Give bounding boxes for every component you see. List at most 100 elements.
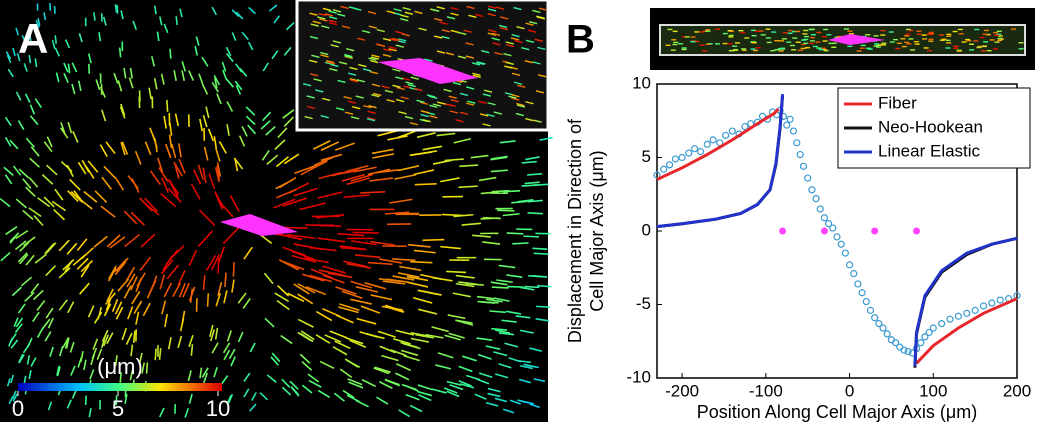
arrow: [208, 293, 209, 307]
cell-marker: [779, 228, 786, 235]
data-point: [880, 325, 886, 331]
x-tick-label: 100: [919, 381, 947, 400]
arrow: [415, 184, 437, 185]
y-tick-label: -10: [626, 367, 651, 386]
y-axis-label: Displacement in Direction of: [565, 118, 585, 343]
arrow: [422, 240, 444, 241]
data-point: [698, 149, 704, 155]
arrow: [481, 302, 498, 303]
cell-marker: [821, 228, 828, 235]
x-axis-label: Position Along Cell Major Axis (μm): [697, 402, 977, 422]
arrow: [507, 233, 524, 234]
data-point: [997, 297, 1003, 303]
data-point: [801, 163, 807, 169]
data-point: [964, 310, 970, 316]
y-tick-label: -5: [636, 294, 651, 313]
arrow: [170, 49, 171, 59]
data-point: [710, 137, 716, 143]
arrow: [524, 287, 539, 288]
x-tick-label: -200: [665, 381, 699, 400]
arrow: [94, 12, 95, 20]
data-point: [686, 150, 692, 156]
colorbar-title: (μm): [97, 354, 143, 379]
arrow: [225, 273, 226, 287]
data-point: [784, 122, 790, 128]
panel-label: B: [566, 18, 595, 62]
y-tick-label: 0: [642, 220, 651, 239]
data-point: [821, 215, 827, 221]
arrow: [410, 262, 432, 263]
arrow: [120, 48, 121, 58]
arrow: [536, 306, 550, 307]
arrow: [176, 16, 177, 25]
data-point: [797, 152, 803, 158]
arrow: [528, 213, 543, 214]
colorbar-tick-label: 5: [112, 396, 124, 421]
data-point: [679, 155, 685, 161]
data-point: [972, 307, 978, 313]
data-point: [867, 307, 873, 313]
arrow: [492, 287, 509, 288]
arrow: [522, 185, 537, 186]
x-tick-label: 0: [845, 381, 854, 400]
cell-marker: [871, 228, 878, 235]
arrow: [115, 4, 116, 12]
colorbar-tick-label: 10: [206, 396, 230, 421]
arrow: [532, 248, 547, 249]
arrow: [233, 262, 234, 276]
data-point: [692, 146, 698, 152]
data-point: [813, 196, 819, 202]
arrow: [497, 210, 514, 211]
y-axis-label: Cell Major Axis (μm): [587, 150, 607, 311]
colorbar-tick-label: 0: [12, 396, 24, 421]
arrow: [86, 396, 87, 405]
arrow: [68, 64, 69, 73]
arrow: [155, 349, 156, 361]
arrow: [503, 191, 520, 192]
data-point: [809, 187, 815, 193]
y-tick-label: 5: [642, 147, 651, 166]
data-point: [981, 303, 987, 309]
y-tick-label: 10: [632, 73, 651, 92]
data-point: [794, 140, 800, 146]
data-point: [667, 162, 673, 168]
legend-label: Fiber: [878, 93, 917, 112]
data-point: [872, 315, 878, 321]
arrow: [446, 271, 466, 272]
cell-marker: [913, 228, 920, 235]
data-point: [661, 166, 667, 172]
x-tick-label: -100: [749, 381, 783, 400]
data-point: [787, 116, 793, 122]
arrow: [481, 218, 499, 219]
data-point: [859, 290, 865, 296]
data-point: [918, 340, 924, 346]
arrow: [534, 253, 549, 254]
arrow: [191, 344, 192, 356]
arrow: [360, 192, 385, 193]
data-point: [855, 281, 861, 287]
data-point: [888, 337, 894, 343]
arrow: [512, 243, 528, 244]
data-point: [863, 299, 869, 305]
data-point: [842, 250, 848, 256]
data-point: [834, 234, 840, 240]
data-point: [817, 206, 823, 212]
data-point: [723, 132, 729, 138]
data-point: [947, 316, 953, 322]
data-point: [989, 300, 995, 306]
arrow: [523, 236, 539, 237]
data-point: [729, 128, 735, 134]
arrow: [55, 35, 56, 43]
data-point: [672, 156, 678, 162]
data-point: [930, 325, 936, 331]
data-point: [830, 225, 836, 231]
data-point: [805, 175, 811, 181]
data-point: [704, 141, 710, 147]
arrow: [353, 232, 379, 233]
data-point: [955, 313, 961, 319]
arrow: [218, 258, 219, 274]
arrow: [147, 363, 148, 374]
colorbar: [18, 383, 222, 391]
